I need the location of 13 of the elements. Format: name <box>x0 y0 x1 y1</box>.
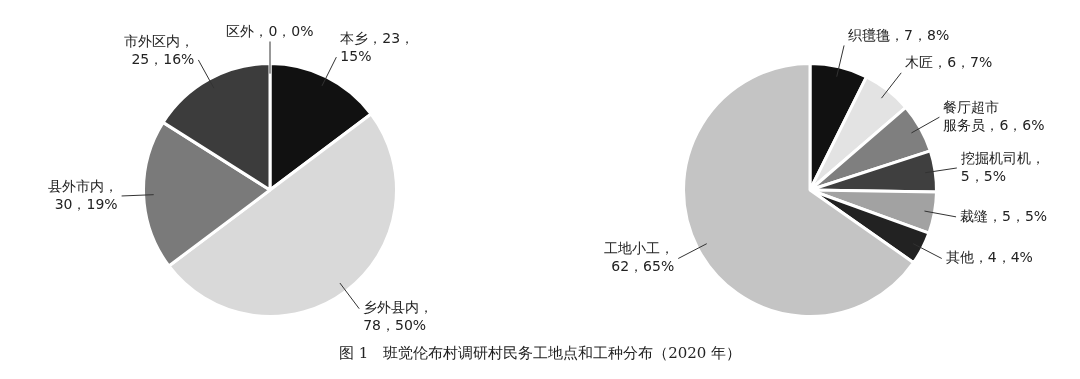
category-label: 区外，0，0% <box>226 23 314 40</box>
slice-label: 织氆氇，7，8% <box>848 27 950 44</box>
slice-label: 市外区内， 25，16% <box>124 32 195 67</box>
slice-label: 餐厅超市服务员，6，6% <box>943 98 1045 133</box>
slice-label: 本乡，23， 15% <box>340 29 415 64</box>
slice-label: 县外市内， 30，19% <box>47 177 118 212</box>
slice-label: 乡外县内， 78，50% <box>363 299 434 334</box>
slice-label: 其他，4，4% <box>945 249 1033 266</box>
caption: 图 1 班觉伦布村调研村民务工地点和工种分布（2020 年） <box>337 344 743 363</box>
slice-label: 木匠，6，7% <box>905 54 993 71</box>
slice-label: 工地小工， 62，65% <box>604 240 675 275</box>
slice-label: 裁缝，5，5% <box>960 207 1048 224</box>
slice-label: 挖掘机司机， 5，5% <box>960 149 1045 184</box>
